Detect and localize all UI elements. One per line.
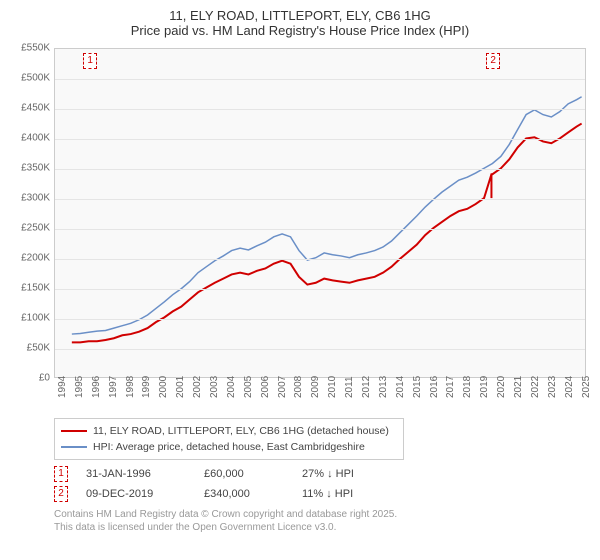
grid-line bbox=[55, 289, 585, 290]
grid-line bbox=[55, 169, 585, 170]
y-tick-label: £400K bbox=[10, 133, 50, 144]
event-date: 09-DEC-2019 bbox=[86, 488, 186, 500]
y-tick-label: £450K bbox=[10, 103, 50, 114]
y-tick-label: £500K bbox=[10, 73, 50, 84]
footer-license: This data is licensed under the Open Gov… bbox=[54, 521, 590, 534]
event-diff: 11% ↓ HPI bbox=[302, 488, 392, 500]
grid-line bbox=[55, 259, 585, 260]
y-tick-label: £100K bbox=[10, 313, 50, 324]
event-marker: 1 bbox=[54, 466, 68, 482]
grid-line bbox=[55, 319, 585, 320]
title-subtitle: Price paid vs. HM Land Registry's House … bbox=[10, 23, 590, 38]
grid-line bbox=[55, 109, 585, 110]
grid-line bbox=[55, 349, 585, 350]
legend-label: HPI: Average price, detached house, East… bbox=[93, 439, 365, 455]
event-row: 2 09-DEC-2019 £340,000 11% ↓ HPI bbox=[54, 486, 590, 502]
legend: 11, ELY ROAD, LITTLEPORT, ELY, CB6 1HG (… bbox=[54, 418, 404, 460]
chart-area: £0 £50K £100K £150K £200K £250K £300K £350K £400… bbox=[10, 44, 590, 414]
event-row: 1 31-JAN-1996 £60,000 27% ↓ HPI bbox=[54, 466, 590, 482]
x-tick-label: 2025 bbox=[581, 376, 600, 398]
event-marker: 2 bbox=[54, 486, 68, 502]
chart-marker: 1 bbox=[83, 53, 97, 69]
event-diff: 27% ↓ HPI bbox=[302, 468, 392, 480]
y-tick-label: £350K bbox=[10, 163, 50, 174]
grid-line bbox=[55, 79, 585, 80]
y-tick-label: £200K bbox=[10, 253, 50, 264]
grid-line bbox=[55, 229, 585, 230]
title-address: 11, ELY ROAD, LITTLEPORT, ELY, CB6 1HG bbox=[10, 8, 590, 23]
chart-container: 11, ELY ROAD, LITTLEPORT, ELY, CB6 1HG P… bbox=[0, 0, 600, 560]
legend-row: HPI: Average price, detached house, East… bbox=[61, 439, 397, 455]
series-line bbox=[72, 124, 582, 343]
y-tick-label: £150K bbox=[10, 283, 50, 294]
y-tick-label: £0 bbox=[10, 373, 50, 384]
grid-line bbox=[55, 139, 585, 140]
footer: Contains HM Land Registry data © Crown c… bbox=[54, 508, 590, 534]
footer-copyright: Contains HM Land Registry data © Crown c… bbox=[54, 508, 590, 521]
chart-marker: 2 bbox=[486, 53, 500, 69]
y-tick-label: £550K bbox=[10, 43, 50, 54]
series-line bbox=[72, 97, 582, 334]
grid-line bbox=[55, 199, 585, 200]
legend-swatch bbox=[61, 446, 87, 448]
event-date: 31-JAN-1996 bbox=[86, 468, 186, 480]
y-tick-label: £250K bbox=[10, 223, 50, 234]
legend-swatch bbox=[61, 430, 87, 432]
plot-area: 12 bbox=[54, 48, 586, 378]
y-tick-label: £50K bbox=[10, 343, 50, 354]
event-price: £60,000 bbox=[204, 468, 284, 480]
event-price: £340,000 bbox=[204, 488, 284, 500]
event-list: 1 31-JAN-1996 £60,000 27% ↓ HPI 2 09-DEC-2019… bbox=[54, 466, 590, 502]
chart-lines bbox=[55, 49, 585, 377]
legend-label: 11, ELY ROAD, LITTLEPORT, ELY, CB6 1HG (… bbox=[93, 423, 389, 439]
title-block: 11, ELY ROAD, LITTLEPORT, ELY, CB6 1HG P… bbox=[10, 8, 590, 38]
y-tick-label: £300K bbox=[10, 193, 50, 204]
legend-row: 11, ELY ROAD, LITTLEPORT, ELY, CB6 1HG (… bbox=[61, 423, 397, 439]
